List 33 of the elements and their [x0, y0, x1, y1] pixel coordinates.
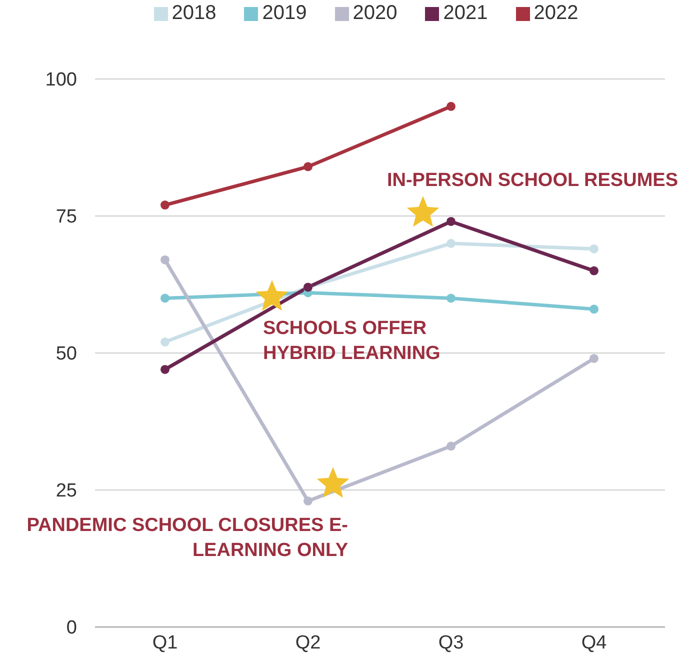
- x-tick-label: Q4: [581, 632, 608, 654]
- point: [590, 266, 598, 276]
- point: [304, 162, 312, 172]
- y-tick-label: 75: [56, 206, 77, 228]
- annotation: IN-PERSON SCHOOL RESUMES: [386, 169, 678, 193]
- point: [446, 294, 456, 303]
- point: [590, 244, 598, 254]
- point: [160, 294, 170, 303]
- legend-label: 2022: [534, 2, 578, 24]
- point: [160, 338, 170, 347]
- legend-label: 2018: [172, 2, 216, 24]
- point: [160, 255, 170, 264]
- y-tick-label: 50: [56, 344, 77, 365]
- point: [446, 216, 456, 226]
- y-tick-label: 0: [66, 618, 77, 639]
- y-tick-label: 25: [56, 480, 77, 502]
- point: [446, 238, 456, 248]
- point: [304, 496, 312, 506]
- y-tick-label: 100: [45, 70, 77, 91]
- point: [446, 102, 456, 111]
- annotation: PANDEMIC SCHOOL CLOSURES E-LEARNING ONLY: [26, 514, 348, 563]
- x-tick-label: Q1: [152, 632, 178, 654]
- legend-label: 2019: [262, 2, 307, 24]
- x-tick-label: Q3: [438, 632, 464, 654]
- point: [160, 364, 170, 374]
- legend-label: 2021: [443, 2, 488, 24]
- point: [590, 354, 598, 363]
- annotation: SCHOOLS OFFER HYBRID LEARNING: [263, 317, 442, 366]
- x-tick-label: Q2: [295, 632, 321, 654]
- legend-label: 2020: [352, 2, 398, 24]
- point: [160, 200, 170, 210]
- point: [446, 442, 456, 451]
- point: [590, 304, 598, 314]
